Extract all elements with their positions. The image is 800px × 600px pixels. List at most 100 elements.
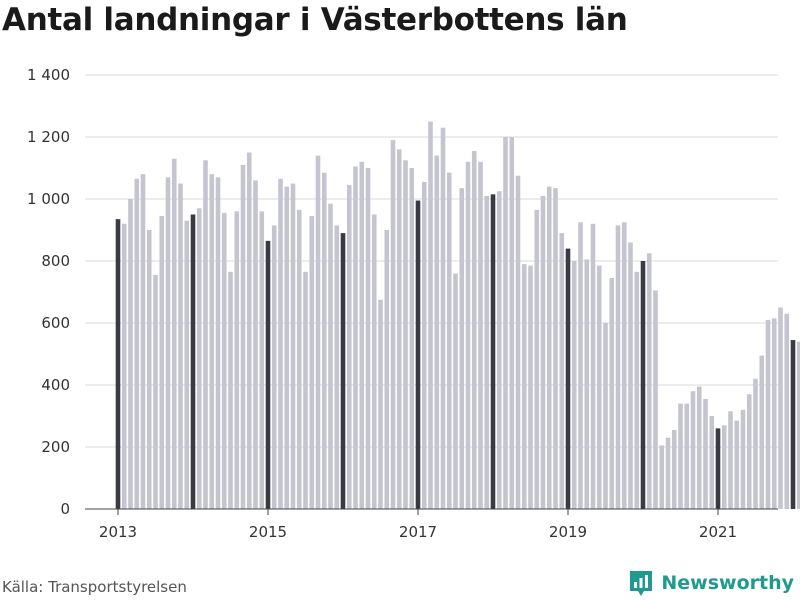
y-axis-labels: 0 200 400 600 800 1 000 1 200 1 400 [27,66,70,518]
bar [221,212,227,509]
bar [478,161,483,510]
bar [709,416,715,509]
bar [490,194,496,509]
bar [665,437,671,509]
bar [209,174,215,509]
bar [421,181,427,509]
bar [315,155,321,509]
y-tick-label: 1 000 [27,190,70,208]
bar [765,319,771,509]
bar [715,428,721,509]
bar [371,214,377,509]
bar [609,278,615,509]
bar [178,183,183,509]
bar [584,259,590,509]
bar [159,216,165,510]
bar [396,149,402,509]
y-tick-label: 0 [60,500,70,518]
bar [540,195,546,509]
bar [790,340,796,509]
bar [590,223,596,510]
bar [646,253,652,509]
bar [571,261,577,509]
bar [578,222,583,509]
bar [340,233,346,509]
bar [534,209,540,509]
bar [309,216,315,510]
bar [246,152,252,509]
bar [228,271,233,509]
bar [196,208,202,510]
y-tick-label: 600 [41,314,70,332]
bar [184,220,190,509]
bar [653,290,658,509]
bar [215,177,221,510]
bar [365,168,371,509]
bar [509,137,515,509]
bar [321,172,327,509]
y-tick-label: 1 400 [27,66,70,84]
bar [546,186,552,509]
bar [603,323,608,509]
bar [440,127,446,509]
bar [428,121,433,509]
bar [265,240,271,509]
bar [634,271,640,509]
brand-logo[interactable]: Newsworthy [628,568,794,598]
bar [353,166,358,509]
bar [678,403,683,509]
bar [628,242,633,509]
bar [259,211,265,509]
source-note: Källa: Transportstyrelsen [2,578,187,596]
bar [284,186,290,509]
bar [128,199,133,509]
bar [528,265,533,509]
bar [121,223,127,510]
bar [553,188,558,509]
bar [521,264,527,509]
bar [278,178,283,509]
x-tick-label: 2021 [699,523,737,541]
bar [465,161,471,510]
bar [503,137,508,509]
x-axis: 201320152017201920212023 [85,508,778,541]
bar [434,155,440,509]
bar [453,273,458,509]
bar [640,261,646,509]
bar [784,313,790,509]
bar [621,222,627,509]
brand-name: Newsworthy [661,572,794,594]
bar [446,172,452,509]
bar [409,168,415,509]
bar [778,307,783,509]
bar [203,160,208,509]
bar [515,175,521,509]
x-tick-label: 2019 [549,523,587,541]
bar [671,429,677,509]
bar [328,203,333,509]
bar [296,209,302,509]
bar [459,188,465,509]
x-tick-label: 2013 [99,523,137,541]
bar [171,158,177,509]
bars [115,121,800,510]
y-tick-label: 400 [41,376,70,394]
bar [471,150,477,509]
bar [253,180,258,509]
bar [303,271,308,509]
bar [234,211,240,509]
bar [659,445,665,509]
bar [559,233,565,509]
x-tick-label: 2015 [249,523,287,541]
y-tick-label: 800 [41,252,70,270]
bar [384,230,390,509]
bar [378,299,383,509]
bar [771,318,777,509]
bar [759,355,765,509]
bar [703,398,708,509]
bar [690,391,696,509]
bar [721,425,727,509]
y-tick-label: 200 [41,438,70,456]
bar [153,274,158,509]
